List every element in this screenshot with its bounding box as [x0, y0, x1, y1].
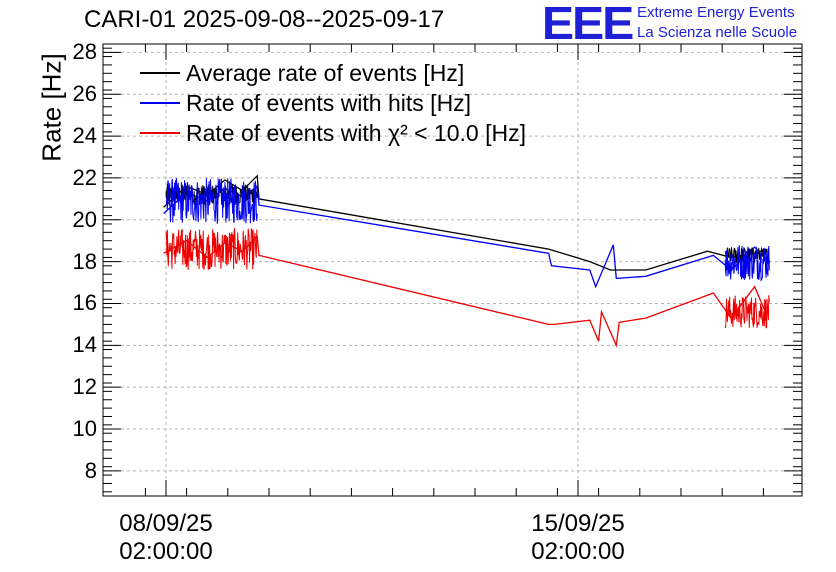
x-tick-label: 15/09/25 02:00:00	[508, 510, 648, 566]
y-tick-label: 12	[72, 374, 97, 400]
series-noise-band	[165, 228, 258, 270]
logo-line-2: La Scienza nelle Scuole	[637, 24, 798, 41]
x-tick-label-time: 02:00:00	[531, 538, 625, 565]
x-tick-label-date: 08/09/25	[119, 510, 213, 537]
y-tick-label: 20	[72, 206, 97, 232]
y-tick-label: 28	[72, 39, 97, 65]
y-tick-label: 24	[72, 123, 97, 149]
plot-frame	[102, 43, 803, 497]
y-tick-label: 22	[72, 164, 97, 190]
x-tick-label-time: 02:00:00	[119, 538, 213, 565]
x-tick-label-date: 15/09/25	[531, 510, 625, 537]
eee-logo: EEE	[541, 0, 634, 49]
legend-entry-label: Average rate of events [Hz]	[186, 60, 464, 86]
series-noise-band	[724, 295, 770, 329]
x-tick-label: 08/09/25 02:00:00	[96, 510, 236, 566]
legend-entry-label: Rate of events with χ² < 10.0 [Hz]	[186, 120, 526, 146]
chart-title: CARI-01 2025-09-08--2025-09-17	[84, 6, 445, 33]
y-tick-label: 14	[72, 332, 97, 358]
logo-line-1: Extreme Energy Events	[637, 4, 795, 21]
series-noise-band	[166, 178, 258, 224]
y-tick-label: 16	[72, 290, 97, 316]
legend-entry-label: Rate of events with hits [Hz]	[186, 90, 471, 116]
y-tick-label: 18	[72, 248, 97, 274]
y-tick-label: 10	[72, 416, 97, 442]
series-noise-band	[724, 245, 770, 282]
y-tick-label: 8	[84, 457, 97, 483]
y-tick-label: 26	[72, 81, 97, 107]
y-axis-label: Rate [Hz]	[36, 53, 67, 162]
eee-logo-text: Extreme Energy Events La Scienza nelle S…	[637, 3, 797, 43]
